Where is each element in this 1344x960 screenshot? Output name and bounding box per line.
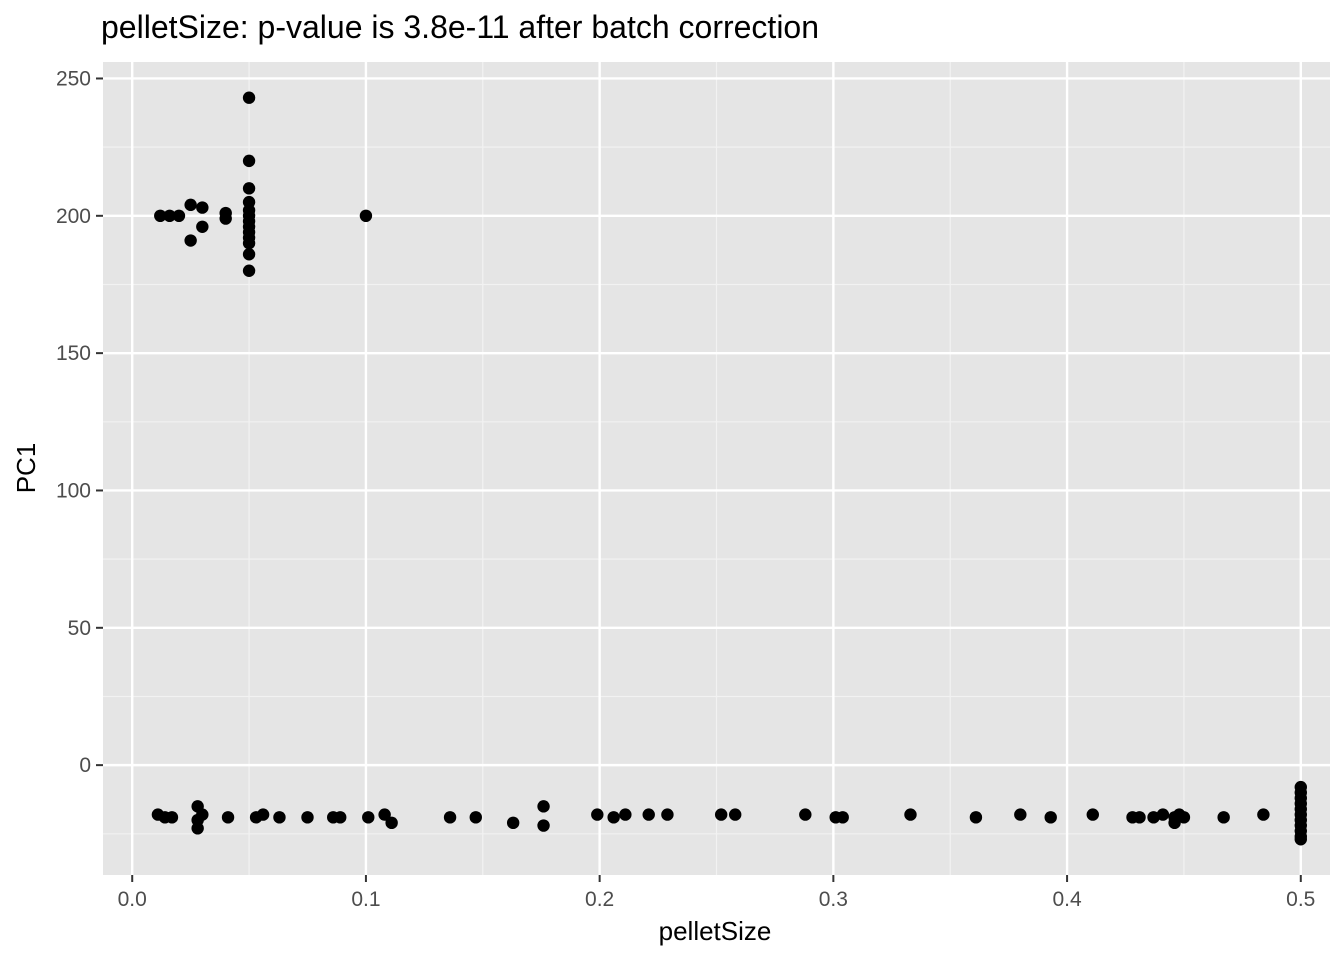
data-point [154, 209, 167, 223]
data-point [184, 198, 197, 212]
data-point [385, 816, 398, 830]
axes: 0.0 0.1 0.2 0.3 0.4 0.5 0 50 100 150 200 250 [56, 67, 1315, 911]
y-tick-label: 150 [56, 342, 91, 365]
chart-title: pelletSize: p-value is 3.8e-11 after bat… [101, 9, 819, 45]
data-point [1217, 811, 1230, 824]
data-point [836, 811, 849, 824]
x-tick-label: 0.0 [118, 888, 147, 911]
data-point [172, 209, 186, 223]
data-point [191, 822, 204, 835]
data-point [1177, 811, 1191, 824]
data-point [221, 811, 235, 824]
data-point [1257, 808, 1270, 821]
data-point [242, 182, 256, 195]
data-points [151, 91, 1307, 846]
y-axis-title: PC1 [11, 443, 41, 494]
x-axis-title: pelletSize [659, 916, 772, 946]
data-point [1014, 808, 1027, 821]
data-point [642, 808, 655, 821]
y-tick-label: 100 [56, 479, 91, 502]
data-point [242, 91, 256, 104]
data-point [163, 209, 176, 223]
data-point [334, 811, 347, 824]
x-tick-label: 0.3 [819, 888, 848, 911]
data-point [359, 209, 373, 223]
data-point [1156, 808, 1170, 821]
y-tick-label: 200 [56, 205, 91, 228]
grid-lines [103, 62, 1330, 875]
y-tick-label: 250 [56, 67, 91, 90]
data-point [256, 808, 270, 821]
data-point [537, 800, 550, 813]
x-tick-label: 0.2 [585, 888, 614, 911]
data-point [506, 816, 520, 830]
x-tick-label: 0.5 [1286, 888, 1315, 911]
data-point [242, 264, 256, 277]
data-point [1044, 811, 1057, 824]
x-tick-label: 0.1 [351, 888, 380, 911]
data-point [661, 808, 674, 821]
data-point [196, 808, 209, 821]
data-point [219, 212, 232, 225]
data-point [443, 811, 457, 824]
data-point [362, 811, 375, 824]
data-point [537, 819, 550, 832]
data-point [714, 808, 728, 821]
data-point [1147, 811, 1160, 824]
x-tick-label: 0.4 [1052, 888, 1082, 911]
data-point [242, 237, 256, 250]
data-point [242, 154, 256, 168]
data-point [242, 248, 256, 261]
data-point [1294, 833, 1307, 846]
data-point [1133, 811, 1146, 824]
data-point [469, 811, 482, 824]
y-tick-label: 50 [68, 617, 91, 640]
data-point [196, 220, 209, 233]
data-point [904, 808, 917, 821]
data-point [969, 811, 983, 824]
data-point [728, 808, 742, 821]
y-tick-label: 0 [79, 754, 91, 777]
data-point [799, 808, 812, 821]
data-point [619, 808, 632, 821]
data-point [607, 811, 620, 824]
data-point [591, 808, 604, 821]
data-point [378, 808, 391, 821]
data-point [196, 201, 209, 214]
data-point [273, 811, 286, 824]
data-point [165, 811, 179, 824]
data-point [184, 234, 197, 247]
data-point [1086, 808, 1099, 821]
data-point [301, 811, 314, 824]
